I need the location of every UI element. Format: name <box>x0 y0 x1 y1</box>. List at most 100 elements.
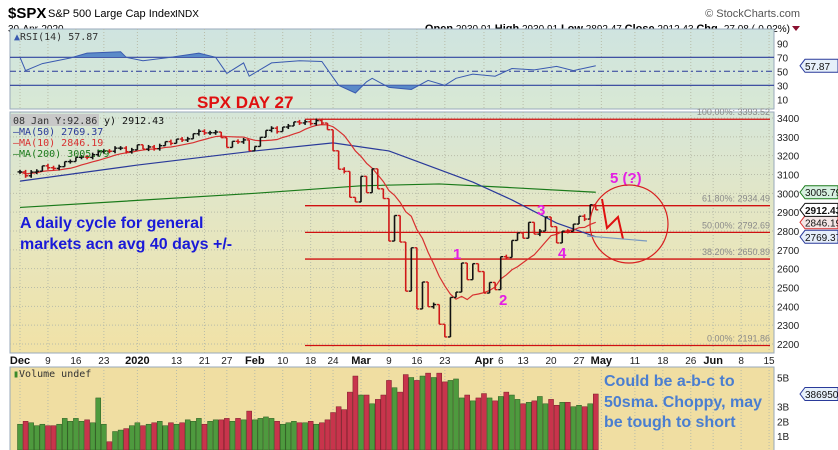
volume-bar <box>486 397 493 450</box>
price-tick-label: 2700 <box>777 246 800 257</box>
fib-label: 100.00%: 3393.52 <box>697 107 770 117</box>
price-tick-label: 2600 <box>777 265 800 276</box>
volume-bar <box>386 380 392 450</box>
x-tick-label: 18 <box>657 356 669 367</box>
volume-bar <box>553 404 560 450</box>
ma10-legend: —MA(10) 2846.19 <box>13 138 103 149</box>
wave-label-3: 3 <box>537 202 545 219</box>
x-tick-label: 24 <box>327 356 339 367</box>
price-legend: y) 2912.43 <box>104 116 164 127</box>
volume-bar <box>576 404 582 450</box>
volume-bar <box>341 409 347 450</box>
volume-bar <box>95 397 102 450</box>
volume-bar <box>363 394 370 450</box>
rsi-tick-label: 10 <box>777 95 789 106</box>
volume-bar <box>285 422 292 450</box>
volume-bar <box>61 418 68 450</box>
symbol: $SPX <box>8 5 46 22</box>
price-tick-label: 2900 <box>777 208 800 219</box>
x-tick-label: 8 <box>738 356 744 367</box>
volume-bar <box>179 422 185 450</box>
volume-bar <box>391 387 398 450</box>
volume-bar <box>73 418 79 450</box>
volume-bar <box>263 416 269 450</box>
tooltip-text: 08 Jan Y:92.86 <box>13 116 97 127</box>
volume-value-tag: 386950 <box>805 390 838 401</box>
x-tick-label: 16 <box>70 356 82 367</box>
x-tick-label: 23 <box>439 356 451 367</box>
price-layer: 100.00%: 3393.52 61.80%: 2934.49 50.00%: 2… <box>17 107 770 347</box>
volume-bar <box>201 423 208 450</box>
volume-bar <box>509 394 515 450</box>
volume-bar <box>67 421 74 450</box>
volume-bar <box>581 406 588 450</box>
volume-bar <box>520 403 526 450</box>
volume-bar <box>134 422 141 450</box>
wave-label-5: 5 (?) <box>610 170 642 187</box>
volume-bar <box>157 421 163 450</box>
volume-bar <box>559 402 565 450</box>
fib-label: 61.80%: 2934.49 <box>702 194 770 204</box>
volume-bar <box>492 400 498 450</box>
price-tick-label: 3400 <box>777 114 800 125</box>
volume-bar <box>162 425 169 450</box>
volume-bar <box>246 410 252 450</box>
x-tick-label: 13 <box>518 356 530 367</box>
ma200-legend: —MA(200) 3005.79 <box>13 149 109 160</box>
title-annotation: SPX DAY 27 <box>197 93 293 112</box>
rsi-value-tag-box <box>799 58 838 73</box>
x-tick-label: 15 <box>763 356 775 367</box>
x-tick-label: 11 <box>630 356 641 367</box>
x-tick-label: 26 <box>685 356 697 367</box>
wave-label-1: 1 <box>453 246 461 263</box>
volume-bar <box>218 419 224 450</box>
x-tick-label: 23 <box>98 356 110 367</box>
price-tick-label: 2300 <box>777 321 800 332</box>
rsi-overbought-fill <box>20 51 596 58</box>
volume-bar <box>330 412 336 450</box>
volume-bar <box>22 421 29 450</box>
rsi-tick-label: 70 <box>777 53 789 64</box>
volume-bar <box>397 391 403 450</box>
fib-label: 38.20%: 2650.89 <box>702 247 770 257</box>
x-tick-label: May <box>591 355 613 367</box>
ma50-projection-line <box>586 235 648 242</box>
volume-bar <box>307 421 314 450</box>
price-tick-label: 2800 <box>777 227 800 238</box>
volume-bar <box>525 402 532 450</box>
tooltip-box <box>11 114 99 126</box>
close-value-tag: 2912.43 <box>805 206 838 217</box>
volume-bar <box>548 399 554 450</box>
volume-bar <box>570 406 577 450</box>
volume-bar <box>402 374 409 450</box>
volume-bar <box>173 423 180 450</box>
volume-bar <box>101 423 107 450</box>
volume-tick-label: 5B <box>777 374 790 385</box>
rsi-tick-label: 30 <box>777 81 789 92</box>
volume-bar <box>212 419 219 450</box>
axis-layer: Dec 9 16 23 2020 13 21 27 Feb 10 18 24 Mar 9 16 23 Apr 6 1… <box>10 39 800 443</box>
volume-bar <box>481 393 487 450</box>
x-tick-label: 9 <box>386 356 392 367</box>
volume-bar <box>436 372 442 450</box>
volume-bar <box>240 419 247 450</box>
rsi-tick-label: 90 <box>777 39 789 50</box>
x-tick-label: 21 <box>199 356 211 367</box>
volume-bar <box>291 421 297 450</box>
volume-bar <box>279 423 286 450</box>
price-tick-label: 2200 <box>777 340 800 351</box>
ma200-line <box>19 183 596 209</box>
fib-label: 50.00%: 2792.69 <box>702 220 770 230</box>
volume-bar <box>106 441 113 450</box>
volume-bar <box>593 393 599 450</box>
volume-bar <box>84 419 90 450</box>
volume-bar <box>235 418 241 450</box>
volume-bar <box>151 422 157 450</box>
volume-bar <box>587 403 593 450</box>
volume-bar <box>34 425 40 450</box>
volume-bar <box>453 378 459 450</box>
ma50-legend: —MA(50) 2769.37 <box>13 127 103 138</box>
note-line3: be tough to short <box>604 414 736 431</box>
volume-bar <box>408 377 415 450</box>
